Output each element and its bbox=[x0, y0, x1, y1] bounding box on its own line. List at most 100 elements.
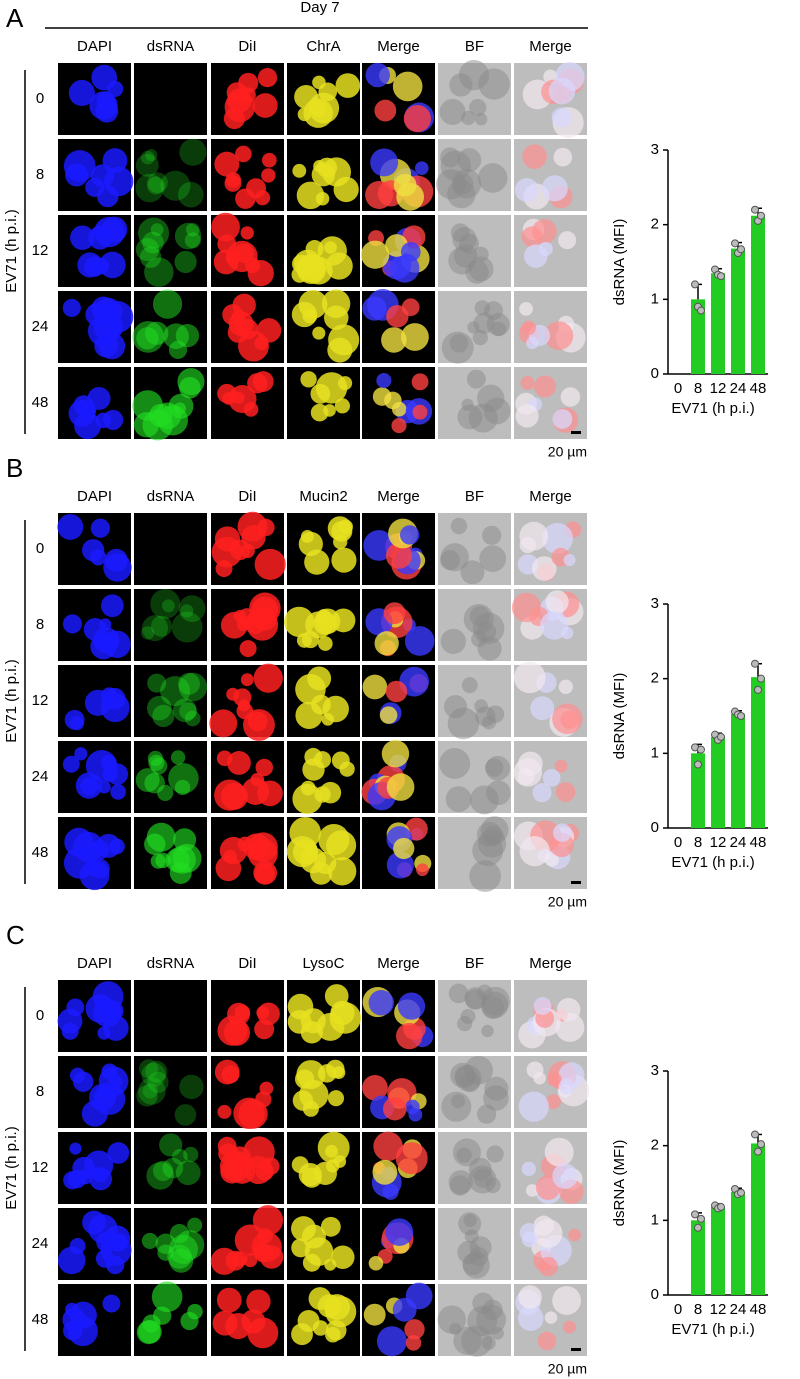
cell bbox=[486, 780, 511, 806]
cell bbox=[82, 539, 105, 562]
panel-label: B bbox=[6, 453, 23, 483]
cell bbox=[395, 1142, 428, 1175]
x-tick-label: 12 bbox=[710, 1301, 727, 1318]
y-tick-label: 0 bbox=[651, 365, 659, 382]
cell bbox=[519, 301, 533, 316]
micrograph bbox=[362, 1282, 435, 1357]
cell bbox=[254, 548, 286, 580]
data-point bbox=[751, 205, 759, 214]
cell bbox=[215, 560, 233, 578]
cell bbox=[180, 604, 194, 618]
cell bbox=[69, 1067, 86, 1084]
cell bbox=[324, 984, 349, 1008]
bar bbox=[751, 1143, 765, 1295]
micrograph bbox=[513, 817, 587, 889]
cell bbox=[313, 611, 337, 635]
cell bbox=[461, 1325, 493, 1357]
row-axis-label: EV71 (h p.i.) bbox=[3, 659, 20, 742]
micrograph bbox=[436, 139, 511, 211]
cell bbox=[217, 1104, 232, 1119]
cell bbox=[135, 153, 159, 177]
cell bbox=[144, 257, 174, 287]
cell bbox=[297, 107, 312, 122]
x-tick-label: 24 bbox=[730, 380, 747, 397]
cell bbox=[558, 1078, 575, 1095]
micrograph bbox=[362, 513, 435, 585]
cell bbox=[178, 672, 208, 702]
micrograph bbox=[211, 741, 284, 813]
cell bbox=[385, 680, 408, 703]
cell bbox=[235, 145, 252, 163]
row-label: 48 bbox=[32, 394, 49, 411]
cell bbox=[554, 759, 568, 773]
cell bbox=[85, 177, 105, 197]
cell bbox=[234, 1004, 251, 1021]
data-point bbox=[691, 1210, 699, 1219]
cell bbox=[331, 547, 357, 573]
cell bbox=[74, 412, 101, 440]
cell bbox=[243, 833, 270, 861]
cell bbox=[544, 1311, 558, 1324]
cell bbox=[257, 518, 275, 537]
cell bbox=[450, 517, 468, 535]
micrograph bbox=[362, 289, 435, 363]
cell bbox=[99, 251, 126, 279]
cell bbox=[255, 1162, 274, 1181]
micrograph bbox=[211, 589, 284, 661]
data-point bbox=[757, 674, 765, 683]
column-label: DAPI bbox=[77, 955, 112, 972]
cell bbox=[518, 751, 543, 777]
cell bbox=[466, 369, 486, 389]
cell bbox=[257, 67, 278, 88]
cell bbox=[522, 144, 547, 169]
cell bbox=[135, 173, 164, 203]
cell bbox=[107, 1142, 130, 1164]
cell bbox=[219, 1150, 252, 1182]
cell bbox=[412, 404, 428, 420]
scale-label: 20 µm bbox=[548, 1361, 587, 1377]
cell bbox=[440, 628, 466, 655]
cell bbox=[560, 387, 581, 407]
micrograph bbox=[438, 741, 511, 815]
cell bbox=[297, 1310, 320, 1332]
cell bbox=[312, 326, 326, 340]
cell bbox=[152, 289, 183, 319]
cell bbox=[468, 1165, 497, 1194]
micrograph bbox=[134, 1056, 207, 1128]
column-label: DiI bbox=[238, 38, 256, 55]
data-point bbox=[757, 1140, 765, 1149]
cell bbox=[362, 296, 387, 321]
cell bbox=[440, 147, 461, 168]
cell bbox=[454, 1065, 477, 1088]
cell bbox=[57, 514, 84, 540]
cell bbox=[64, 709, 85, 730]
cell bbox=[514, 178, 539, 202]
cell bbox=[226, 687, 240, 701]
cell bbox=[544, 1137, 574, 1167]
micrograph bbox=[211, 63, 284, 135]
cell bbox=[386, 773, 415, 801]
micrograph bbox=[287, 741, 360, 814]
cell bbox=[556, 997, 581, 1022]
cell bbox=[57, 1246, 86, 1275]
cell bbox=[223, 107, 246, 130]
cell bbox=[178, 672, 200, 695]
cell bbox=[531, 556, 557, 581]
cell bbox=[227, 751, 251, 775]
cell bbox=[563, 1320, 576, 1334]
micrograph bbox=[211, 817, 284, 889]
cell bbox=[312, 75, 326, 90]
x-tick-label: 8 bbox=[694, 1301, 702, 1318]
micrograph bbox=[362, 62, 435, 135]
micrograph bbox=[134, 138, 207, 211]
data-point bbox=[731, 239, 739, 248]
data-point bbox=[717, 1202, 725, 1211]
cell bbox=[368, 990, 395, 1016]
micrograph bbox=[58, 1132, 131, 1204]
cell bbox=[338, 519, 353, 535]
cell bbox=[252, 1205, 284, 1236]
cell bbox=[62, 755, 80, 773]
cell bbox=[210, 1247, 238, 1275]
row-label: 12 bbox=[32, 242, 49, 259]
